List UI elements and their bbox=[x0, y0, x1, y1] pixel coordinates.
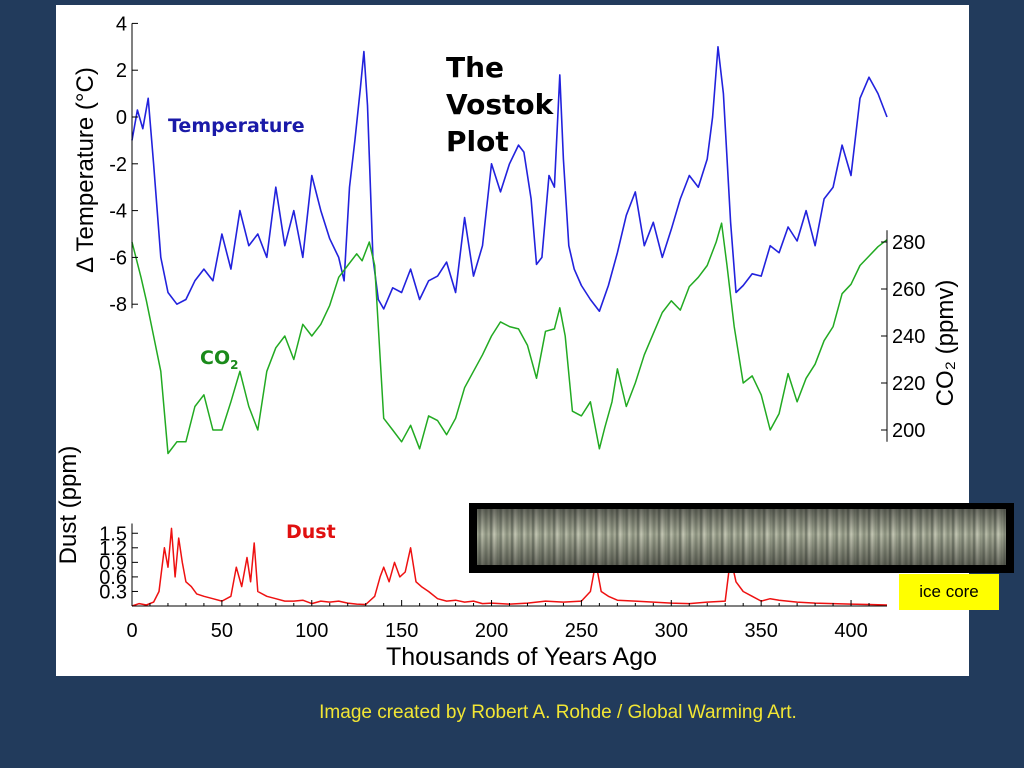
co2-series-line bbox=[131, 222, 888, 455]
dust-series-label: Dust bbox=[286, 521, 336, 543]
x-tick-label: 400 bbox=[834, 620, 867, 642]
title-line: Plot bbox=[446, 125, 509, 158]
temperature-tick-label: 4 bbox=[116, 13, 127, 35]
dust-tick-label: 1.2 bbox=[99, 538, 127, 560]
temperature-tick-label: -8 bbox=[109, 294, 127, 316]
temperature-tick-label: -4 bbox=[109, 201, 127, 223]
co2-tick-label: 260 bbox=[892, 279, 925, 301]
ice-core-label: ice core bbox=[899, 574, 999, 610]
co2-label-main: CO bbox=[200, 347, 231, 369]
co2-tick-label: 240 bbox=[892, 326, 925, 348]
co2-tick-label: 280 bbox=[892, 232, 925, 254]
dust-tick-label: 0.9 bbox=[99, 552, 127, 574]
title-line: The bbox=[446, 51, 505, 84]
dust-tick-label: 0.3 bbox=[99, 581, 127, 603]
x-tick-label: 50 bbox=[211, 620, 233, 642]
temperature-tick-label: -2 bbox=[109, 154, 127, 176]
x-axis-title: Thousands of Years Ago bbox=[386, 643, 657, 671]
chart-panel: 0 50 100 150 200 250 300 350 400 Thousands of Yea… bbox=[56, 5, 969, 676]
ice-core-photo bbox=[469, 503, 1014, 573]
image-credit: Image created by Robert A. Rohde / Globa… bbox=[319, 702, 797, 723]
temperature-series-line bbox=[131, 45, 888, 313]
x-tick-label: 350 bbox=[744, 620, 777, 642]
temperature-axis-title: Δ Temperature (°C) bbox=[72, 67, 99, 273]
co2-series-label: CO2 bbox=[200, 347, 238, 372]
temperature-tick-label: -6 bbox=[109, 247, 127, 269]
x-tick-label: 200 bbox=[475, 620, 508, 642]
x-tick-label: 250 bbox=[565, 620, 598, 642]
co2-tick-label: 220 bbox=[892, 373, 925, 395]
vostok-chart: 0 50 100 150 200 250 300 350 400 Thousands of Yea… bbox=[56, 13, 959, 671]
dust-tick-label: 0.6 bbox=[99, 567, 127, 589]
co2-tick-label: 200 bbox=[892, 420, 925, 442]
dust-tick-label: 1.5 bbox=[99, 523, 127, 545]
x-tick-label: 100 bbox=[295, 620, 328, 642]
co2-axis-title: CO₂ (ppmv) bbox=[932, 280, 959, 407]
x-tick-label: 0 bbox=[126, 620, 137, 642]
x-tick-label: 300 bbox=[655, 620, 688, 642]
dust-series-line bbox=[131, 527, 888, 607]
temperature-series-label: Temperature bbox=[168, 115, 305, 137]
temperature-tick-label: 0 bbox=[116, 107, 127, 129]
dust-axis-title: Dust (ppm) bbox=[56, 446, 82, 565]
title-line: Vostok bbox=[446, 88, 554, 121]
chart-title: The Vostok Plot bbox=[446, 49, 553, 160]
co2-label-subscript: 2 bbox=[230, 357, 239, 372]
x-tick-label: 150 bbox=[385, 620, 418, 642]
temperature-tick-label: 2 bbox=[116, 60, 127, 82]
ice-core-image bbox=[477, 509, 1006, 565]
